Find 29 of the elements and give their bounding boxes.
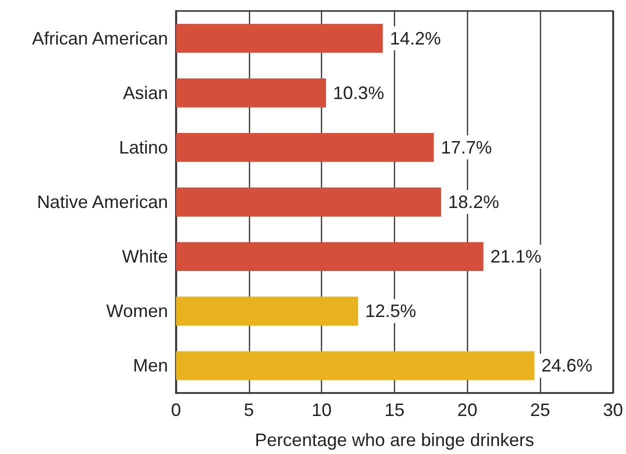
x-tick-label: 25 (530, 400, 550, 420)
data-label: 14.2% (390, 28, 441, 48)
bar (176, 78, 326, 108)
x-tick-label: 10 (312, 400, 332, 420)
bar (176, 242, 484, 272)
x-tick-label: 5 (244, 400, 254, 420)
data-label: 17.7% (440, 137, 492, 158)
y-tick-label: Women (106, 301, 168, 322)
x-tick-label: 30 (602, 400, 624, 420)
y-tick-label: Latino (118, 137, 168, 158)
bar (176, 188, 442, 216)
y-tick-label: Asian (122, 82, 168, 103)
x-tick-label: 15 (384, 400, 405, 420)
bar (176, 296, 358, 326)
x-tick-label: 20 (457, 400, 478, 420)
y-tick-label: Men (132, 356, 168, 376)
data-label: 21.1% (490, 246, 542, 267)
bar (176, 351, 534, 380)
bar (176, 24, 383, 53)
data-label: 24.6% (541, 356, 592, 376)
bar (176, 132, 434, 162)
data-label: 10.3% (333, 82, 384, 103)
data-label: 12.5% (365, 301, 416, 322)
y-tick-label: Native American (36, 192, 168, 212)
x-axis-title: Percentage who are binge drinkers (254, 430, 534, 450)
x-tick-label: 0 (170, 400, 182, 420)
y-tick-label: White (122, 246, 168, 267)
data-label: 18.2% (448, 192, 500, 212)
y-tick-label: African American (32, 28, 168, 48)
